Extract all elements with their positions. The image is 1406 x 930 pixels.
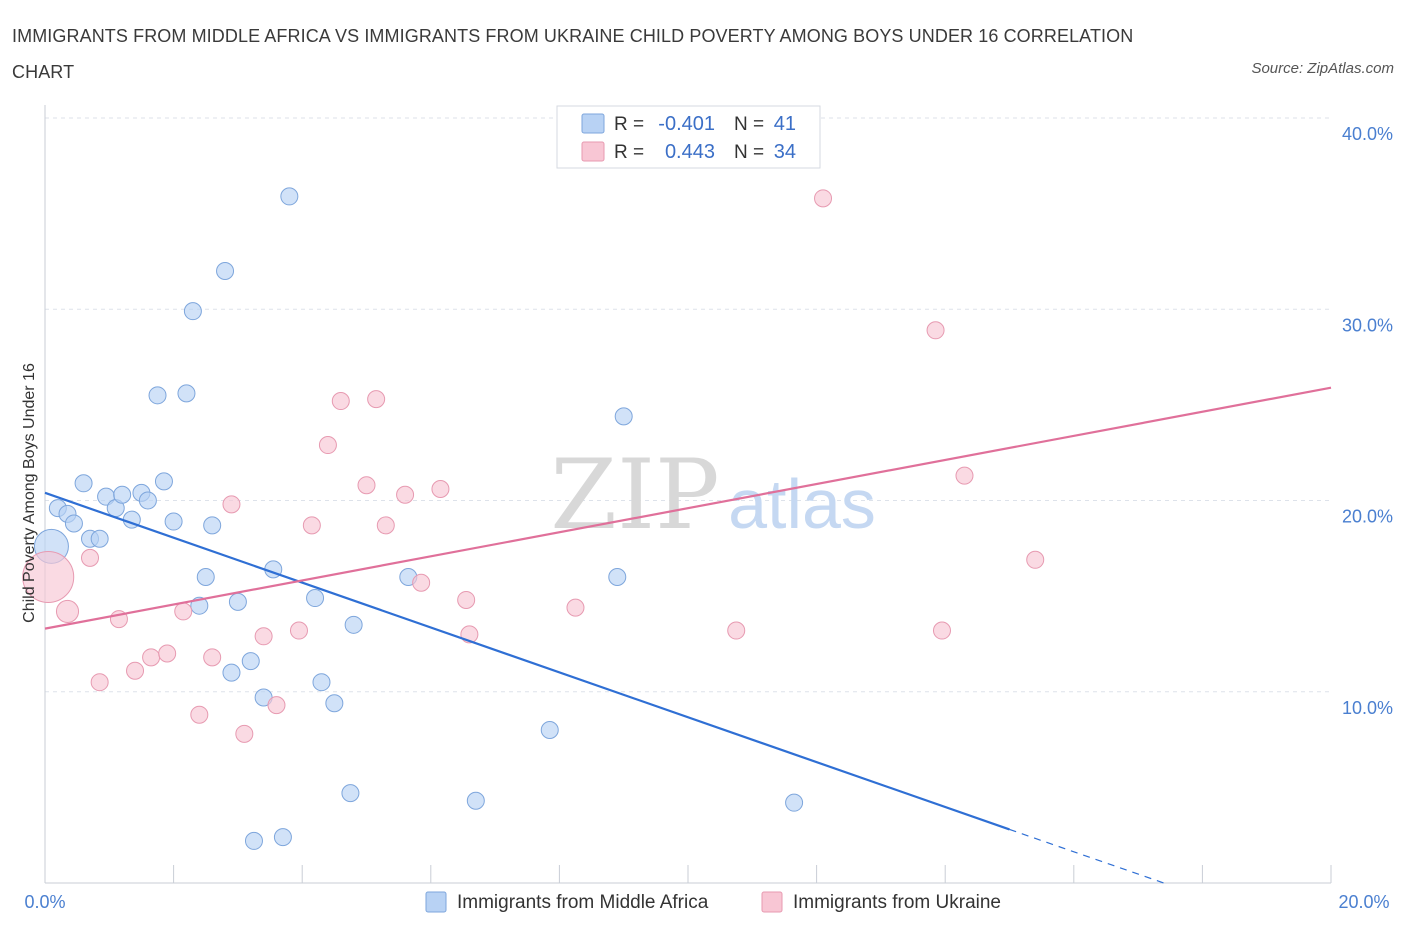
ukraine-point-3: [90, 673, 109, 692]
ukraine-point-31: [932, 621, 951, 640]
series-ukraine-points: [22, 189, 1045, 743]
middle-africa-point-40: [785, 793, 804, 812]
ukraine-point-5: [126, 661, 145, 680]
ukraine-point-8: [174, 602, 193, 621]
middle-africa-point-38: [608, 568, 627, 586]
chart-title: IMMIGRANTS FROM MIDDLE AFRICA VS IMMIGRA…: [12, 26, 1134, 82]
ukraine-point-10: [203, 648, 222, 667]
x-ticks: [44, 865, 1332, 883]
middle-africa-point-6: [90, 529, 109, 548]
ukraine-point-14: [267, 696, 286, 715]
middle-africa-point-3: [64, 514, 83, 533]
series-legend-label-ukraine: Immigrants from Ukraine: [793, 892, 1001, 913]
middle-africa-point-16: [177, 384, 196, 403]
x-tick-label-min: 0.0%: [24, 892, 65, 912]
ukraine-point-12: [235, 724, 254, 743]
ukraine-point-17: [318, 436, 337, 455]
ukraine-point-18: [331, 392, 350, 411]
middle-africa-point-36: [466, 791, 485, 810]
ukraine-point-2: [81, 548, 100, 567]
ukraine-point-33: [1026, 550, 1045, 569]
y-axis-label: Child Poverty Among Boys Under 16: [21, 363, 38, 623]
legend-n-label-2: N =: [734, 142, 764, 163]
ukraine-point-6: [142, 648, 161, 667]
middle-africa-point-31: [312, 673, 331, 692]
middle-africa-point-28: [273, 828, 292, 847]
ukraine-point-27: [566, 598, 585, 617]
y-tick-label-30: 30.0%: [1342, 315, 1393, 335]
ukraine-point-21: [376, 516, 395, 535]
middle-africa-point-17: [183, 302, 202, 321]
y-tick-label-40: 40.0%: [1342, 124, 1393, 144]
trend-line-extension-0: [1009, 828, 1165, 884]
middle-africa-point-37: [540, 721, 559, 739]
legend-r-label-2: R =: [614, 142, 644, 163]
y-tick-label-20: 20.0%: [1342, 507, 1393, 527]
legend-n-value-2: 34: [774, 141, 796, 163]
ukraine-point-29: [814, 189, 833, 208]
middle-africa-point-19: [196, 568, 215, 586]
ukraine-point-22: [396, 485, 415, 504]
middle-africa-point-4: [74, 474, 93, 493]
trend-lines: [44, 386, 1332, 884]
trend-line-1: [44, 386, 1332, 630]
middle-africa-point-9: [113, 485, 132, 504]
ukraine-point-11: [222, 495, 241, 514]
ukraine-point-23: [412, 573, 431, 592]
y-tick-labels: 10.0% 20.0% 30.0% 40.0%: [1342, 124, 1393, 718]
series-middle-africa-points: [33, 187, 804, 850]
watermark: ZIP atlas: [550, 439, 876, 551]
source-label: Source: ZipAtlas.com: [1251, 60, 1394, 77]
legend-n-label-1: N =: [734, 114, 764, 135]
series-legend-label-middle-africa: Immigrants from Middle Africa: [457, 892, 709, 913]
middle-africa-point-12: [138, 491, 157, 510]
ukraine-point-32: [955, 466, 974, 485]
legend-r-value-2: 0.443: [665, 141, 715, 163]
middle-africa-point-34: [344, 615, 363, 634]
ukraine-point-24: [431, 480, 450, 499]
middle-africa-point-20: [203, 516, 222, 535]
middle-africa-point-24: [241, 652, 260, 671]
middle-africa-point-29: [280, 187, 299, 206]
series-legend: Immigrants from Middle Africa Immigrants…: [425, 891, 1001, 913]
y-tick-label-10: 10.0%: [1342, 698, 1393, 718]
ukraine-point-16: [302, 516, 321, 535]
ukraine-point-19: [357, 476, 376, 495]
x-tick-label-max: 20.0%: [1338, 892, 1389, 912]
legend-swatch-blue: [581, 113, 605, 134]
middle-africa-point-15: [164, 512, 183, 531]
legend-n-value-1: 41: [774, 113, 796, 135]
trend-line-0: [44, 491, 1010, 831]
middle-africa-point-25: [244, 831, 263, 850]
middle-africa-point-39: [614, 407, 633, 426]
legend-swatch-pink: [581, 141, 605, 162]
legend-r-value-1: -0.401: [658, 113, 715, 135]
ukraine-point-9: [190, 705, 209, 724]
middle-africa-point-30: [306, 589, 325, 608]
series-legend-swatch-ukraine: [761, 891, 783, 913]
series-legend-swatch-middle-africa: [425, 891, 447, 913]
legend-r-label-1: R =: [614, 114, 644, 135]
middle-africa-point-33: [341, 784, 360, 803]
ukraine-point-28: [727, 621, 746, 640]
middle-africa-point-13: [148, 386, 167, 405]
ukraine-point-0: [22, 551, 75, 603]
ukraine-point-20: [367, 390, 386, 409]
correlation-legend: R = -0.401 N = 41 R = 0.443 N = 34: [556, 105, 821, 169]
watermark-zip: ZIP: [550, 439, 719, 551]
middle-africa-point-23: [228, 592, 247, 611]
ukraine-point-13: [254, 627, 273, 646]
ukraine-point-30: [926, 321, 945, 340]
ukraine-point-7: [158, 644, 177, 663]
ukraine-point-25: [457, 590, 476, 609]
middle-africa-point-14: [154, 472, 173, 491]
middle-africa-point-22: [222, 663, 241, 682]
ukraine-point-1: [55, 599, 80, 623]
middle-africa-point-32: [325, 694, 344, 713]
middle-africa-point-21: [216, 262, 235, 280]
ukraine-point-15: [289, 621, 308, 640]
